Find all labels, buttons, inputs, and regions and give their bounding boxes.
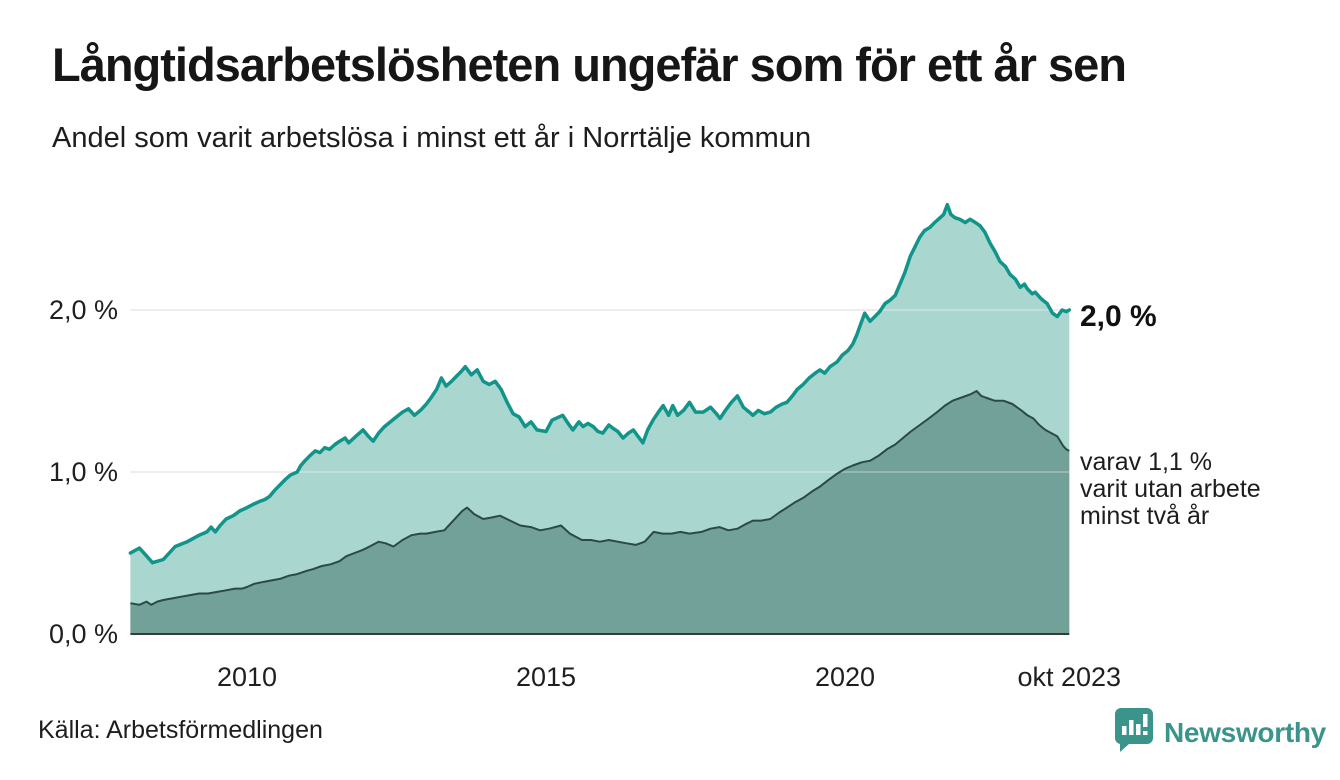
- x-tick-label: 2020: [815, 662, 875, 692]
- two-year-annotation-line-3: minst två år: [1080, 502, 1210, 530]
- page-subtitle: Andel som varit arbetslösa i minst ett å…: [52, 122, 812, 154]
- page-title: Långtidsarbetslösheten ungefär som för e…: [52, 38, 1127, 91]
- source-caption: Källa: Arbetsförmedlingen: [38, 716, 323, 744]
- y-tick-label: 0,0 %: [49, 619, 118, 649]
- x-tick-label: okt 2023: [1017, 662, 1121, 692]
- brand-lockup: Newsworthy: [1113, 706, 1326, 759]
- two-year-annotation-line-1: varav 1,1 %: [1080, 448, 1213, 476]
- brand-wordmark: Newsworthy: [1164, 716, 1326, 748]
- line-at-least-one-year: [128, 202, 1072, 565]
- line-at-least-two-years: [130, 390, 1070, 606]
- area-at-least-two-years: [130, 391, 1070, 634]
- latest-value-label: 2,0 %: [1080, 300, 1157, 333]
- two-year-annotation-line-2: varit utan arbete: [1080, 475, 1261, 503]
- y-tick-label: 2,0 %: [49, 295, 118, 325]
- x-tick-label: 2015: [516, 662, 576, 692]
- x-tick-label: 2010: [217, 662, 277, 692]
- two-year-annotation: varav 1,1 % varit utan arbete minst två …: [1080, 449, 1261, 530]
- y-tick-label: 1,0 %: [49, 457, 118, 487]
- newsworthy-logo-icon: [1113, 706, 1155, 759]
